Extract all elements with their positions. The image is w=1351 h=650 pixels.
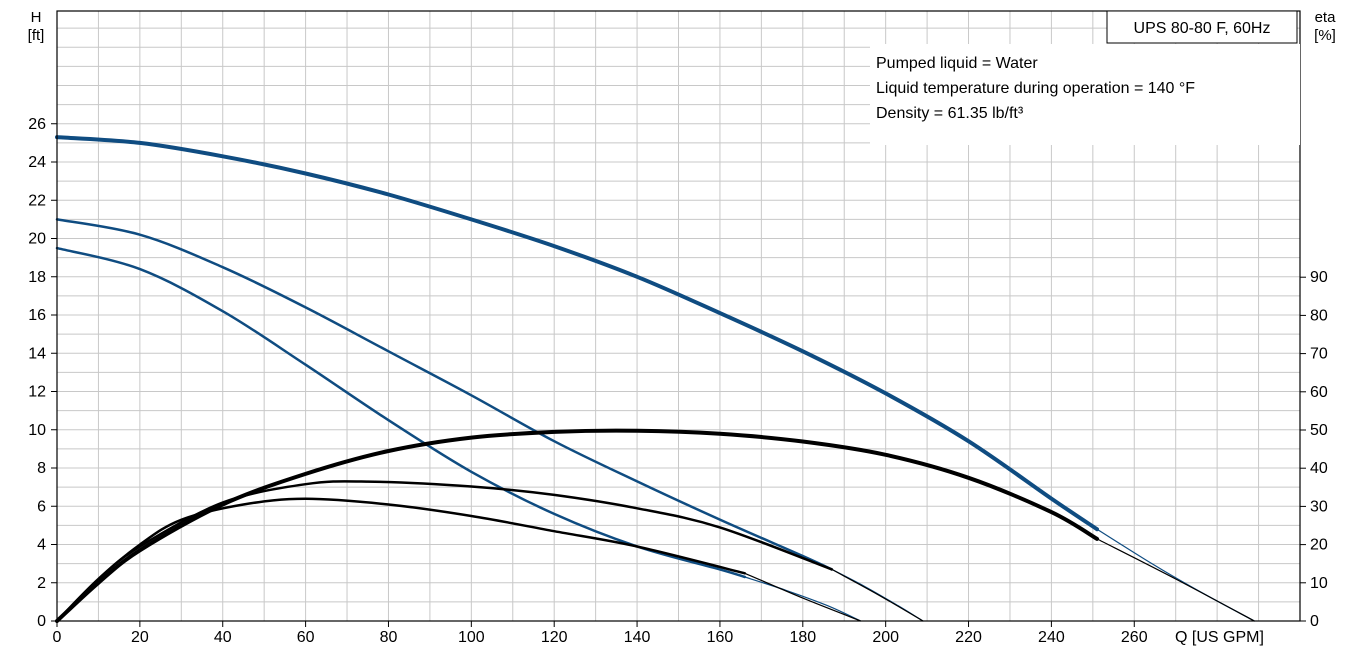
y-left-tick-label: 0	[37, 613, 46, 630]
y-left-tick-label: 12	[28, 384, 46, 401]
y-left-tick-label: 2	[37, 575, 46, 592]
head-curve-high-speed	[55, 135, 1099, 532]
y-left-tick-label: 8	[37, 460, 46, 477]
y-left-label-unit: [ft]	[28, 27, 45, 44]
y-right-tick-label: 20	[1310, 537, 1328, 554]
efficiency-extension-curve-medium-speed	[831, 568, 924, 622]
x-tick-label: 140	[624, 629, 651, 646]
y-right-tick-label: 60	[1310, 384, 1328, 401]
y-right-tick-label: 70	[1310, 346, 1328, 363]
info-density: Density = 61.35 lb/ft³	[876, 105, 1024, 122]
y-left-tick-label: 22	[28, 192, 46, 209]
y-left-tick-label: 10	[28, 422, 46, 439]
efficiency-curve-high-speed	[55, 428, 1099, 623]
y-right-tick-label: 40	[1310, 460, 1328, 477]
y-right-tick-label: 10	[1310, 575, 1328, 592]
info-liquid-temperature: Liquid temperature during operation = 14…	[876, 80, 1195, 97]
head-curve-medium-speed	[55, 218, 834, 571]
y-left-tick-label: 26	[28, 116, 46, 133]
x-tick-label: 180	[789, 629, 816, 646]
x-tick-label: 120	[541, 629, 568, 646]
y-right-tick-label: 90	[1310, 269, 1328, 286]
x-tick-label: 60	[297, 629, 315, 646]
head-extension-curve-low-speed	[744, 576, 862, 622]
y-right-tick-label: 50	[1310, 422, 1328, 439]
grid	[57, 11, 1300, 621]
plot-frame	[56, 10, 1301, 622]
y-right-tick-label: 80	[1310, 307, 1328, 324]
x-axis-label: Q [US GPM]	[1175, 629, 1264, 646]
x-tick-label: 20	[131, 629, 149, 646]
x-tick-label: 200	[872, 629, 899, 646]
y-right-label-symbol: eta	[1315, 9, 1337, 26]
curves	[55, 135, 1255, 623]
y-left-tick-label: 18	[28, 269, 46, 286]
x-tick-label: 40	[214, 629, 232, 646]
y-left-tick-label: 6	[37, 498, 46, 515]
efficiency-extension-curve-high-speed	[1096, 538, 1255, 622]
info-box	[870, 44, 1300, 145]
y-left-tick-label: 4	[37, 537, 46, 554]
efficiency-curve-medium-speed	[55, 480, 834, 623]
info-pumped-liquid: Pumped liquid = Water	[876, 55, 1038, 72]
efficiency-extension-curve-low-speed	[744, 572, 862, 622]
title-box	[1106, 10, 1298, 44]
efficiency-curve-low-speed	[55, 497, 747, 623]
y-left-tick-label: 14	[28, 345, 46, 362]
x-tick-label: 0	[53, 629, 62, 646]
x-tick-label: 100	[458, 629, 485, 646]
x-tick-label: 160	[707, 629, 734, 646]
x-tick-label: 260	[1121, 629, 1148, 646]
x-tick-label: 240	[1038, 629, 1065, 646]
y-left-tick-label: 24	[28, 154, 46, 171]
y-right-label-unit: [%]	[1314, 27, 1336, 44]
y-right-tick-label: 0	[1310, 613, 1319, 630]
head-curve-low-speed	[55, 246, 747, 579]
x-tick-label: 220	[955, 629, 982, 646]
y-left-tick-label: 16	[28, 307, 46, 324]
chart-title: UPS 80-80 F, 60Hz	[1134, 20, 1271, 37]
x-tick-label: 80	[380, 629, 398, 646]
y-right-tick-label: 30	[1310, 498, 1328, 515]
y-right-axis-ticks: 0 10 20 30 40 50 60 70 80 90	[1300, 269, 1328, 630]
y-left-label-symbol: H	[31, 9, 42, 26]
x-axis-ticks: 0 20 40 60 80 100 120 140 160 180 200 220 240 260	[53, 621, 1148, 646]
y-left-tick-label: 20	[28, 231, 46, 248]
